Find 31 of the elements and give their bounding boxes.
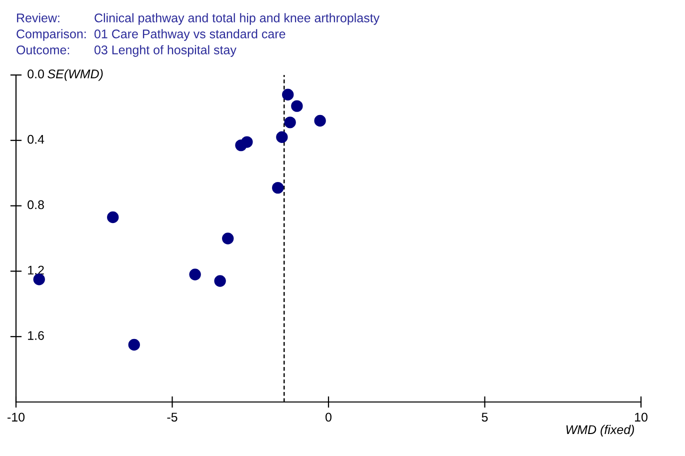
y-axis-title: SE(WMD) bbox=[48, 69, 103, 81]
x-tick-label: -10 bbox=[8, 412, 25, 422]
y-tick-label: 1.6 bbox=[28, 331, 44, 340]
point bbox=[276, 131, 288, 143]
point bbox=[189, 268, 201, 280]
text: Comparison: bbox=[16, 29, 86, 41]
point bbox=[291, 100, 303, 112]
point bbox=[272, 182, 284, 194]
point bbox=[222, 232, 234, 244]
x-tick-label: -5 bbox=[167, 412, 178, 422]
text: 03 Lenght of hospital stay bbox=[94, 45, 236, 57]
x-axis-title: WMD (fixed) bbox=[566, 424, 634, 437]
point bbox=[235, 139, 247, 152]
x-tick-label: 0 bbox=[326, 412, 332, 422]
x-tick-label: 5 bbox=[482, 412, 488, 422]
text: 01 Care Pathway vs standard care bbox=[94, 29, 286, 41]
x-tick-label: 10 bbox=[635, 412, 648, 422]
text: Clinical pathway and total hip and knee arthroplasty bbox=[94, 13, 380, 25]
point bbox=[107, 211, 119, 224]
text: Outcome: bbox=[16, 46, 70, 54]
point bbox=[128, 338, 140, 351]
y-tick-label: 1.2 bbox=[28, 266, 44, 274]
point bbox=[314, 114, 326, 127]
point bbox=[282, 88, 294, 100]
y-tick-label: 0.0 bbox=[28, 70, 44, 78]
point bbox=[214, 275, 226, 287]
y-tick-label: 0.4 bbox=[28, 134, 44, 144]
point bbox=[33, 274, 45, 286]
y-tick-label: 0.8 bbox=[28, 200, 44, 210]
point bbox=[284, 116, 296, 128]
text: Review: bbox=[17, 13, 60, 22]
